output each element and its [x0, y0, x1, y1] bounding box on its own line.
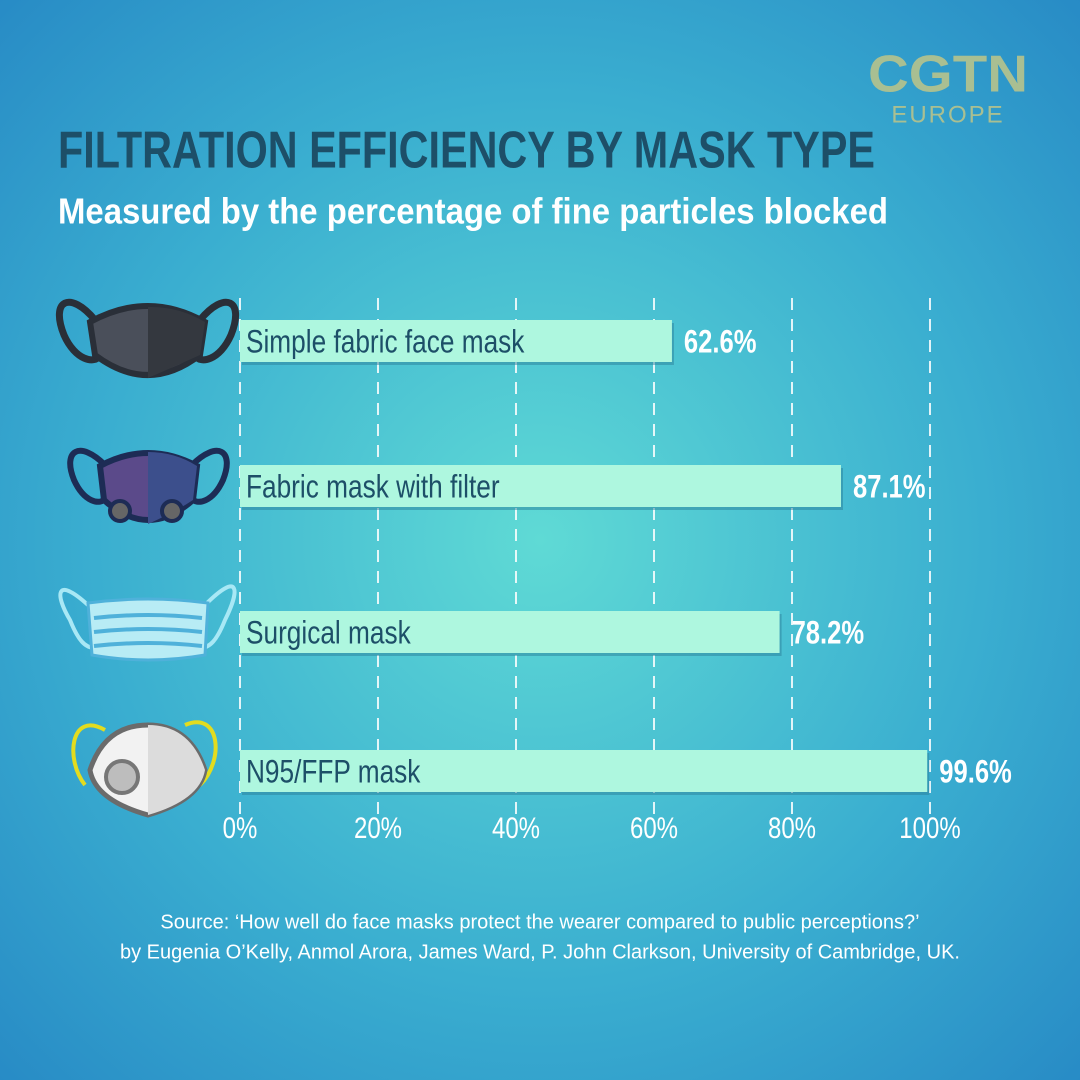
value-label: 62.6% [684, 325, 757, 360]
source-note: by Eugenia O’Kelly, Anmol Arora, James W… [120, 941, 960, 963]
mask-icon [55, 298, 240, 378]
x-tick-label: 40% [492, 810, 540, 844]
value-label: 78.2% [792, 616, 865, 651]
category-label: Surgical mask [246, 616, 411, 651]
x-tick-label: 60% [630, 810, 678, 844]
chart-title: FILTRATION EFFICIENCY BY MASK TYPE [58, 122, 875, 180]
logo-region: EUROPE [891, 101, 1004, 128]
bar [240, 750, 928, 792]
mask-icon [58, 584, 237, 662]
category-label: N95/FFP mask [246, 755, 421, 790]
bar [240, 611, 780, 653]
category-label: Simple fabric face mask [246, 325, 525, 360]
x-tick-label: 80% [768, 810, 816, 844]
value-label: 87.1% [853, 470, 926, 505]
x-tick-label: 20% [354, 810, 402, 844]
bar [240, 320, 672, 362]
value-label: 99.6% [939, 755, 1012, 790]
logo-name: CGTN [868, 46, 1028, 104]
x-tick-label: 100% [899, 810, 960, 844]
mask-icon [67, 447, 230, 524]
category-label: Fabric mask with filter [246, 470, 500, 505]
mask-icon [71, 720, 218, 818]
x-tick-label: 0% [223, 810, 258, 844]
bar [240, 465, 841, 507]
chart-subtitle: Measured by the percentage of fine parti… [58, 191, 888, 232]
source-note: Source: ‘How well do face masks protect … [160, 911, 919, 933]
